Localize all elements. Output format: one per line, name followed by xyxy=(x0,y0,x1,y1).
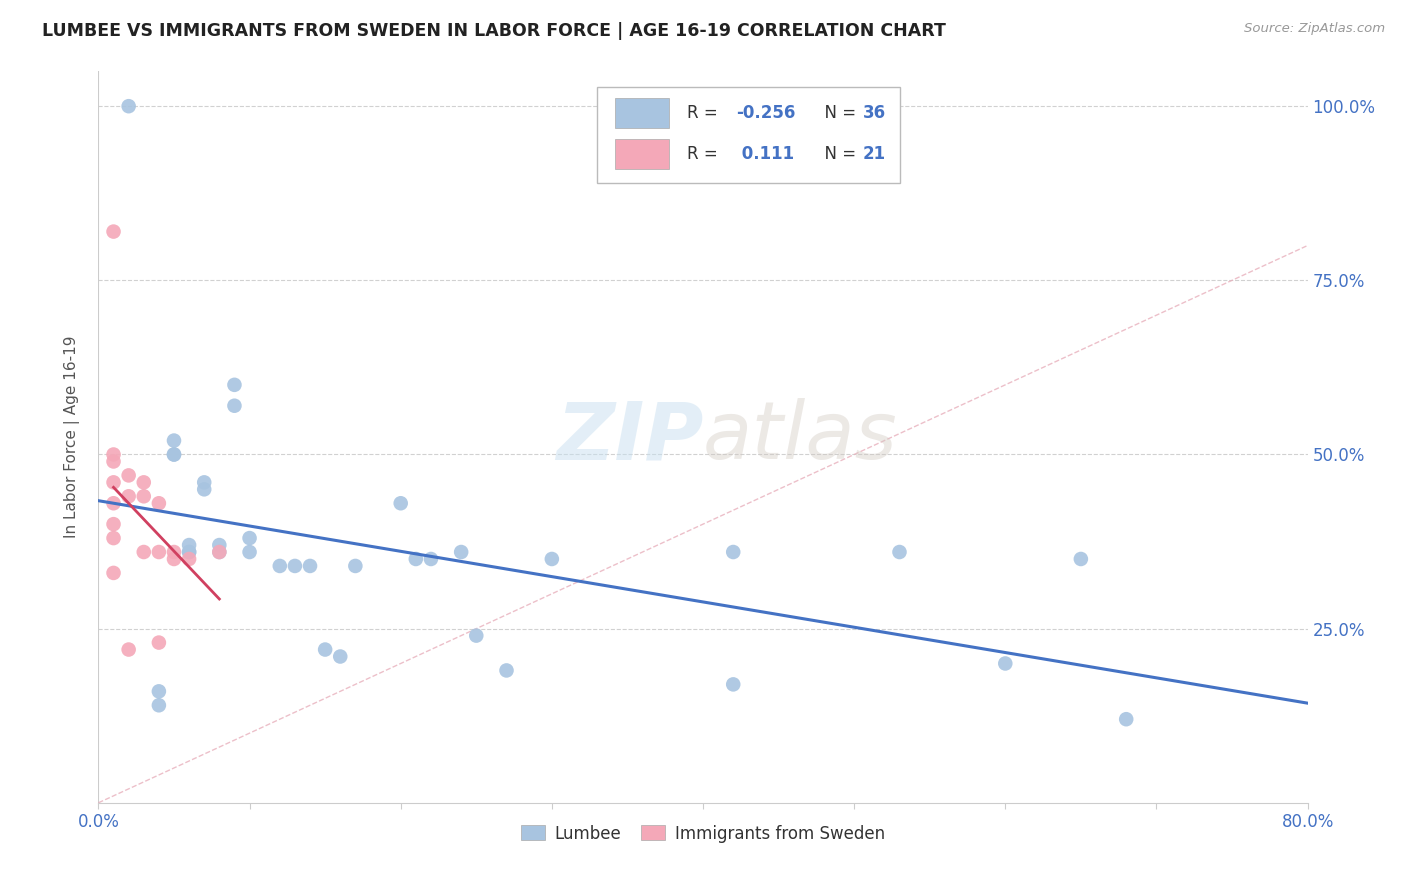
Point xyxy=(540,552,562,566)
Text: 0.111: 0.111 xyxy=(735,145,794,163)
Point xyxy=(103,475,125,490)
Point xyxy=(148,635,170,649)
Point xyxy=(208,545,231,559)
Point xyxy=(148,496,170,510)
Point xyxy=(344,558,367,573)
Point xyxy=(148,684,170,698)
Point xyxy=(405,552,427,566)
Point xyxy=(208,538,231,552)
Point xyxy=(314,642,336,657)
Point xyxy=(132,489,155,503)
Point xyxy=(103,517,125,532)
Text: 36: 36 xyxy=(863,104,886,122)
Point xyxy=(179,545,201,559)
FancyBboxPatch shape xyxy=(614,98,669,128)
Text: N =: N = xyxy=(814,104,862,122)
Point xyxy=(889,545,911,559)
Point xyxy=(495,664,517,678)
Point xyxy=(723,545,745,559)
Point xyxy=(723,677,745,691)
Point xyxy=(163,552,186,566)
Point xyxy=(148,698,170,713)
Text: R =: R = xyxy=(688,104,723,122)
Point xyxy=(132,545,155,559)
Point xyxy=(239,545,262,559)
Point xyxy=(329,649,352,664)
Point xyxy=(179,538,201,552)
Point xyxy=(103,448,125,462)
Point xyxy=(179,552,201,566)
Point xyxy=(103,496,125,510)
Point xyxy=(465,629,488,643)
Text: atlas: atlas xyxy=(703,398,898,476)
FancyBboxPatch shape xyxy=(596,87,900,183)
Point xyxy=(193,483,215,497)
Point xyxy=(103,531,125,545)
Point xyxy=(193,475,215,490)
Point xyxy=(450,545,472,559)
Point xyxy=(118,99,141,113)
Point xyxy=(103,566,125,580)
Point xyxy=(163,448,186,462)
Point xyxy=(163,434,186,448)
Point xyxy=(284,558,307,573)
Text: R =: R = xyxy=(688,145,723,163)
Text: -0.256: -0.256 xyxy=(735,104,794,122)
Point xyxy=(224,399,246,413)
Point xyxy=(994,657,1017,671)
Point xyxy=(1070,552,1092,566)
FancyBboxPatch shape xyxy=(614,139,669,169)
Text: LUMBEE VS IMMIGRANTS FROM SWEDEN IN LABOR FORCE | AGE 16-19 CORRELATION CHART: LUMBEE VS IMMIGRANTS FROM SWEDEN IN LABO… xyxy=(42,22,946,40)
Point xyxy=(132,475,155,490)
Y-axis label: In Labor Force | Age 16-19: In Labor Force | Age 16-19 xyxy=(63,335,80,539)
Text: ZIP: ZIP xyxy=(555,398,703,476)
Point xyxy=(103,225,125,239)
Point xyxy=(224,377,246,392)
Point xyxy=(163,545,186,559)
Legend: Lumbee, Immigrants from Sweden: Lumbee, Immigrants from Sweden xyxy=(515,818,891,849)
Point xyxy=(118,489,141,503)
Point xyxy=(118,468,141,483)
Point xyxy=(299,558,322,573)
Text: 21: 21 xyxy=(863,145,886,163)
Point xyxy=(1115,712,1137,726)
Point xyxy=(208,545,231,559)
Point xyxy=(420,552,443,566)
Point xyxy=(103,454,125,468)
Point xyxy=(163,448,186,462)
Point xyxy=(239,531,262,545)
Point xyxy=(269,558,291,573)
Point xyxy=(118,642,141,657)
Text: N =: N = xyxy=(814,145,862,163)
Text: Source: ZipAtlas.com: Source: ZipAtlas.com xyxy=(1244,22,1385,36)
Point xyxy=(389,496,412,510)
Point xyxy=(148,545,170,559)
Point xyxy=(179,545,201,559)
